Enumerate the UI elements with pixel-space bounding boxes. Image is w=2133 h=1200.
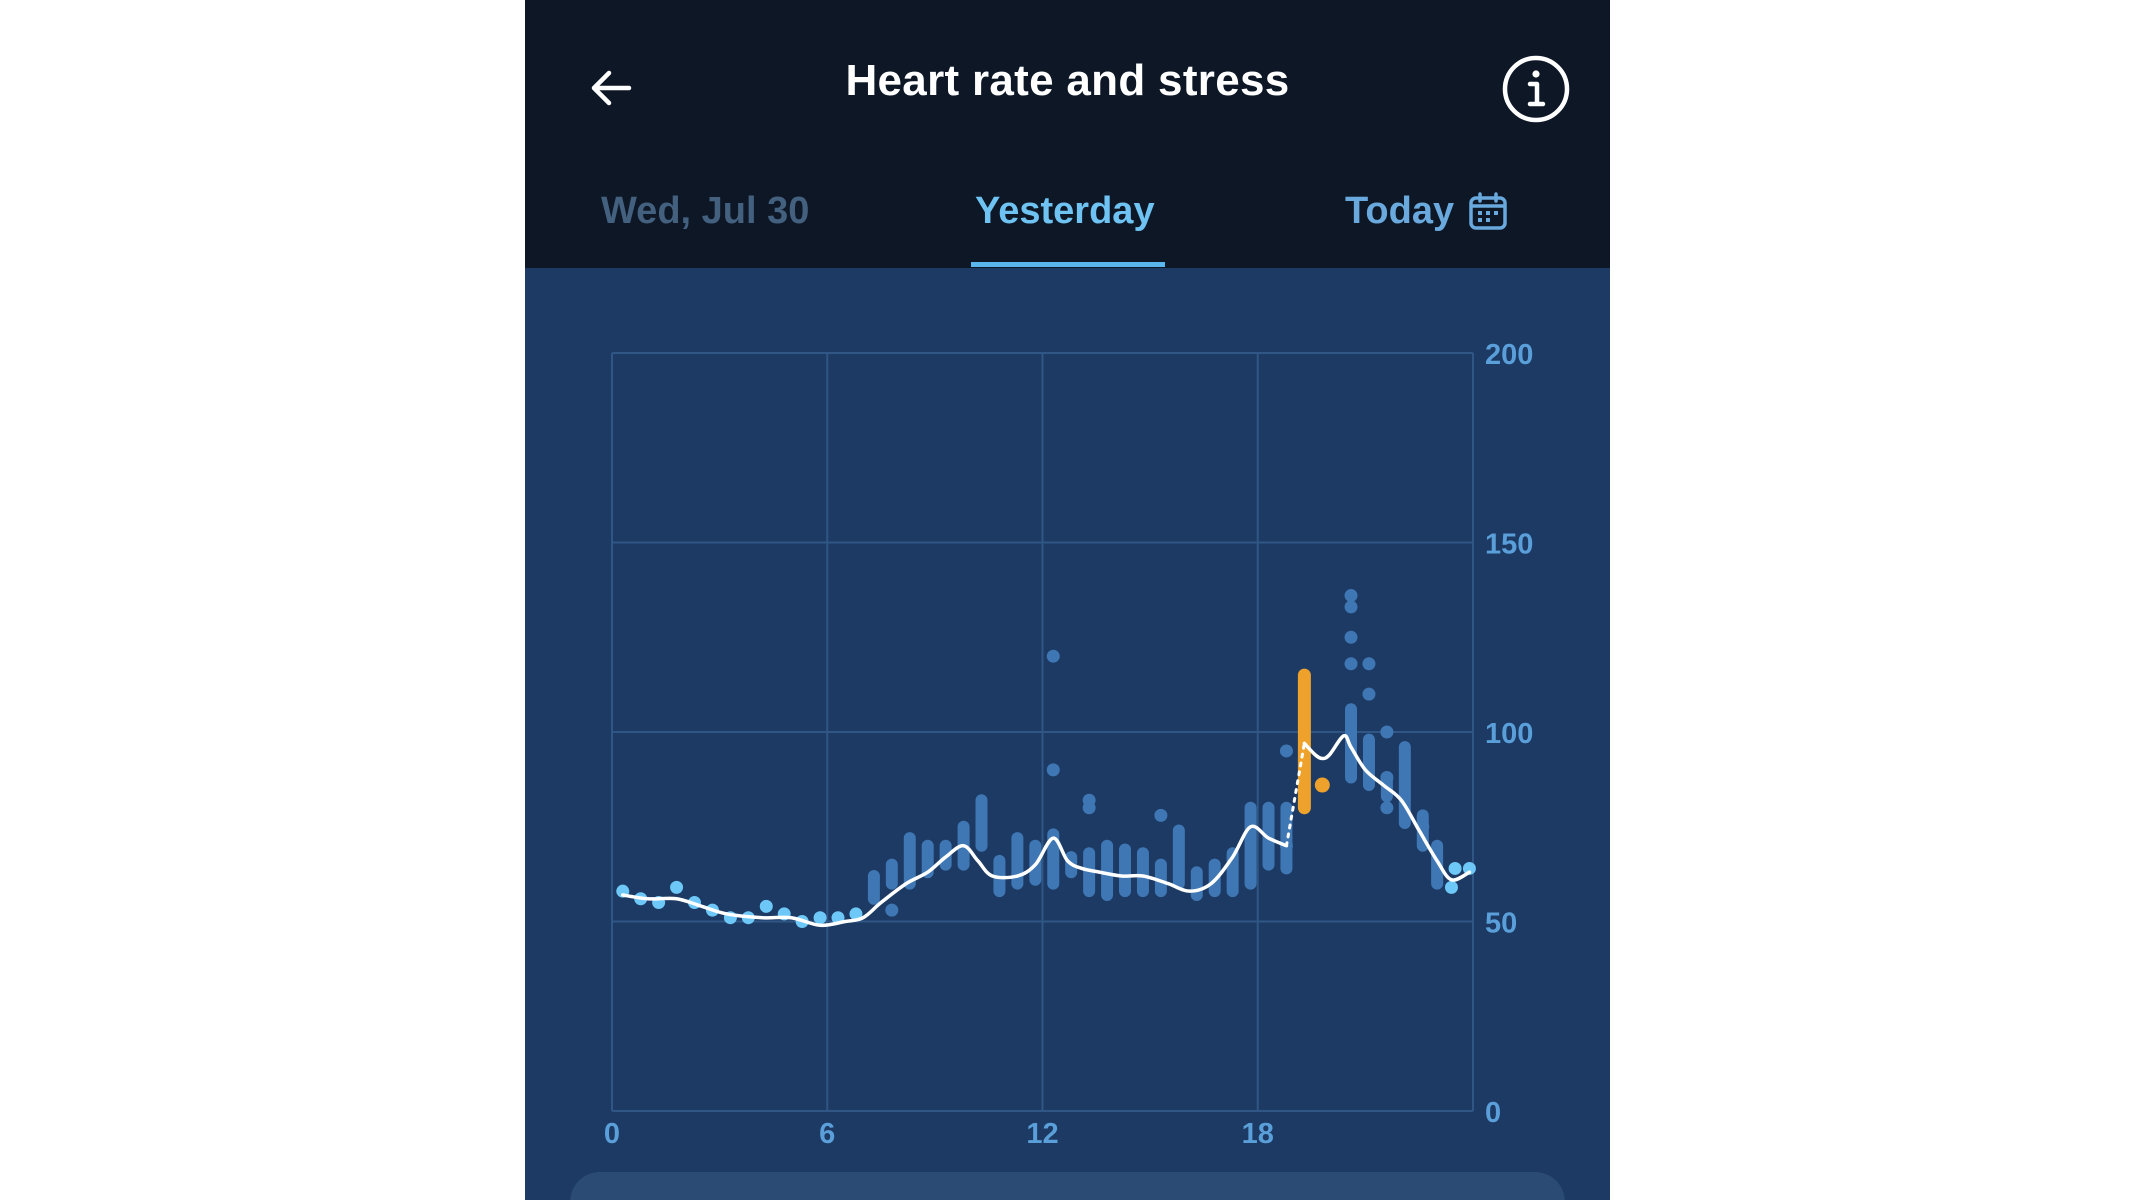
heart-rate-chart: 0 50 100 150 200 0 6 12 18 — [604, 339, 1533, 1150]
info-icon — [1502, 55, 1570, 123]
page-title: Heart rate and stress — [845, 56, 1290, 105]
y-tick-label: 150 — [1485, 529, 1533, 561]
phone-screen: Heart rate and stress Wed, Jul 30 Yester… — [525, 0, 1610, 1200]
hr-sample-dot — [1344, 600, 1358, 614]
resting-hr-dot — [1448, 861, 1462, 875]
hr-sample-dot — [1344, 630, 1358, 644]
summary-card — [570, 1172, 1565, 1200]
active-tab-indicator — [971, 262, 1165, 267]
resting-hr-dot — [813, 911, 827, 925]
x-tick-label: 12 — [1026, 1118, 1058, 1150]
resting-hr-dot — [1444, 880, 1458, 894]
hr-sample-dot — [1380, 770, 1394, 784]
info-button[interactable] — [1495, 48, 1577, 130]
y-tick-label: 100 — [1485, 718, 1533, 750]
tab-yesterday[interactable]: Yesterday — [975, 190, 1155, 232]
arrow-left-icon — [591, 70, 632, 106]
y-tick-label: 50 — [1485, 908, 1517, 940]
heart-rate-line — [621, 824, 1289, 928]
tab-wed-jul-30[interactable]: Wed, Jul 30 — [601, 190, 810, 232]
heart-rate-line — [1302, 733, 1472, 882]
hr-sample-dot — [1380, 801, 1394, 815]
hr-sample-dot — [1344, 589, 1358, 603]
y-tick-label: 0 — [1485, 1097, 1501, 1129]
data-gap-line — [1284, 741, 1306, 848]
y-tick-label: 200 — [1485, 339, 1533, 371]
x-tick-label: 6 — [819, 1118, 835, 1150]
tab-today-label: Today — [1345, 190, 1455, 232]
hr-sample-dot — [1362, 657, 1376, 671]
calendar-icon — [1469, 191, 1507, 230]
x-tick-label: 18 — [1242, 1118, 1274, 1150]
resting-hr-dot — [849, 907, 863, 921]
resting-hr-dot — [759, 899, 773, 913]
stress-dot — [1314, 777, 1330, 793]
x-tick-label: 0 — [604, 1118, 620, 1150]
hr-sample-dot — [1279, 744, 1293, 758]
back-button[interactable] — [575, 52, 647, 124]
hr-sample-dot — [885, 903, 899, 917]
hr-sample-dot — [1380, 725, 1394, 739]
resting-hr-dot — [670, 880, 684, 894]
hr-sample-dot — [1344, 657, 1358, 671]
hr-sample-dot — [1362, 687, 1376, 701]
hr-sample-dot — [1082, 801, 1096, 815]
hr-sample-dot — [1046, 763, 1060, 777]
hr-sample-dot — [1046, 649, 1060, 663]
tab-today[interactable]: Today — [1345, 190, 1508, 233]
hr-sample-dot — [1154, 808, 1168, 822]
resting-hr-dot — [1462, 861, 1476, 875]
header-bar: Heart rate and stress Wed, Jul 30 Yester… — [525, 0, 1610, 268]
